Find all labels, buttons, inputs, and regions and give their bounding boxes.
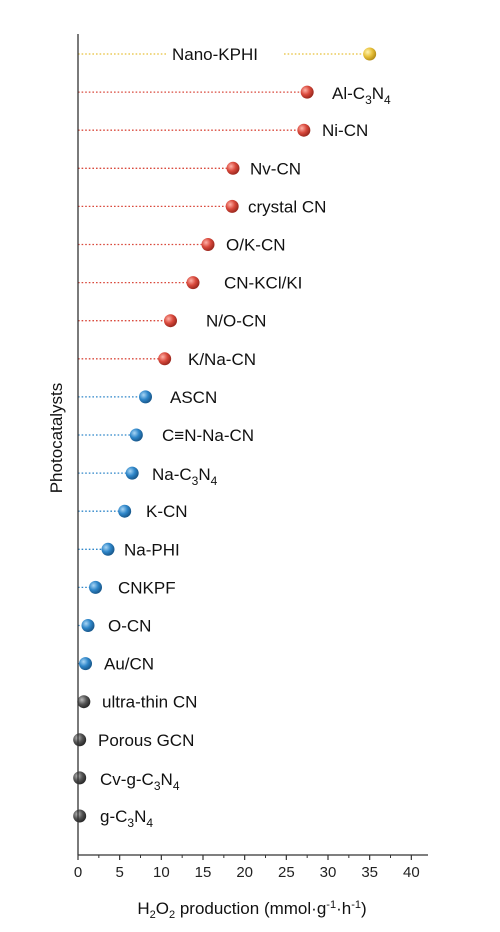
category-label: Ni-CN	[322, 121, 368, 140]
category-label: Nv-CN	[250, 159, 301, 178]
y-axis-title: Photocatalysts	[47, 383, 66, 494]
category-label: Au/CN	[104, 655, 154, 674]
data-point	[164, 314, 177, 328]
data-point	[79, 657, 92, 671]
data-point	[158, 352, 172, 366]
x-tick-label: 25	[278, 864, 295, 881]
data-point	[363, 47, 377, 61]
category-label: CN-KCl/KI	[224, 274, 302, 293]
lollipop-k-na-cn: K/Na-CN	[78, 350, 256, 369]
data-point	[226, 161, 240, 175]
data-point	[73, 809, 87, 823]
category-label: O/K-CN	[226, 236, 286, 255]
lollipop-g-c3n4: g-C3N4	[73, 807, 153, 830]
lollipop-c-n-na-cn: C≡N-Na-CN	[78, 426, 254, 445]
lollipop-na-c3n4: Na-C3N4	[78, 465, 218, 488]
lollipop-ascn: ASCN	[78, 388, 217, 407]
x-tick-label: 0	[74, 864, 82, 881]
x-tick-label: 30	[320, 864, 337, 881]
lollipop-porous-gcn: Porous GCN	[73, 731, 194, 750]
lollipop-au-cn: Au/CN	[78, 655, 154, 674]
plot-area: Nano-KPHI Al-C3N4 Ni-CN Nv-CN crystal CN O/K-…	[73, 45, 391, 830]
data-point	[77, 695, 91, 709]
category-label: C≡N-Na-CN	[162, 426, 254, 445]
data-point	[129, 428, 143, 442]
category-label: Nano-KPHI	[172, 45, 258, 64]
data-point	[81, 619, 95, 632]
data-point	[73, 771, 87, 785]
lollipop-al-c3n4: Al-C3N4	[78, 84, 391, 107]
category-label: Cv-g-C3N4	[100, 770, 180, 793]
data-point	[73, 733, 87, 747]
lollipop-crystal-cn: crystal CN	[78, 197, 326, 216]
lollipop-o-k-cn: O/K-CN	[78, 236, 286, 255]
x-tick-label: 10	[153, 864, 170, 881]
data-point	[300, 85, 314, 99]
category-label: Na-C3N4	[152, 465, 218, 488]
lollipop-ni-cn: Ni-CN	[78, 121, 368, 140]
category-label: Al-C3N4	[332, 84, 391, 107]
lollipop-k-cn: K-CN	[78, 502, 188, 521]
category-label: crystal CN	[248, 197, 326, 216]
lollipop-cn-kcl-ki: CN-KCl/KI	[78, 274, 302, 293]
category-label: g-C3N4	[100, 807, 153, 830]
x-axis-ticks: 0 5 10 15 20 25 30 35 40	[74, 855, 420, 881]
data-point	[186, 276, 200, 290]
data-point	[201, 238, 215, 251]
lollipop-na-phi: Na-PHI	[78, 540, 180, 559]
x-tick-label: 5	[115, 864, 123, 881]
lollipop-o-cn: O-CN	[78, 617, 151, 636]
x-tick-label: 35	[361, 864, 378, 881]
data-point	[89, 580, 102, 594]
category-label: CNKPF	[118, 578, 176, 597]
x-tick-label: 20	[236, 864, 253, 881]
lollipop-nano-kphi: Nano-KPHI	[78, 45, 377, 64]
category-label: K/Na-CN	[188, 350, 256, 369]
lollipop-cnkpf: CNKPF	[78, 578, 176, 597]
data-point	[101, 542, 115, 556]
category-label: O-CN	[108, 617, 151, 636]
category-label: K-CN	[146, 502, 188, 521]
x-axis-title: H2O2 production (mmol·g-1·h-1)	[137, 899, 366, 921]
category-label: N/O-CN	[206, 312, 266, 331]
data-point	[125, 466, 139, 480]
x-tick-label: 15	[195, 864, 212, 881]
category-label: ultra-thin CN	[102, 693, 197, 712]
x-tick-label: 40	[403, 864, 420, 881]
data-point	[225, 199, 239, 213]
category-label: ASCN	[170, 388, 217, 407]
lollipop-ultra-thin-cn: ultra-thin CN	[77, 693, 197, 712]
lollipop-nv-cn: Nv-CN	[78, 159, 301, 178]
category-label: Porous GCN	[98, 731, 194, 750]
lollipop-cv-g-c3n4: Cv-g-C3N4	[73, 770, 180, 793]
data-point	[139, 390, 152, 404]
category-label: Na-PHI	[124, 540, 180, 559]
data-point	[297, 123, 311, 137]
data-point	[118, 504, 132, 518]
lollipop-n-o-cn: N/O-CN	[78, 312, 266, 331]
